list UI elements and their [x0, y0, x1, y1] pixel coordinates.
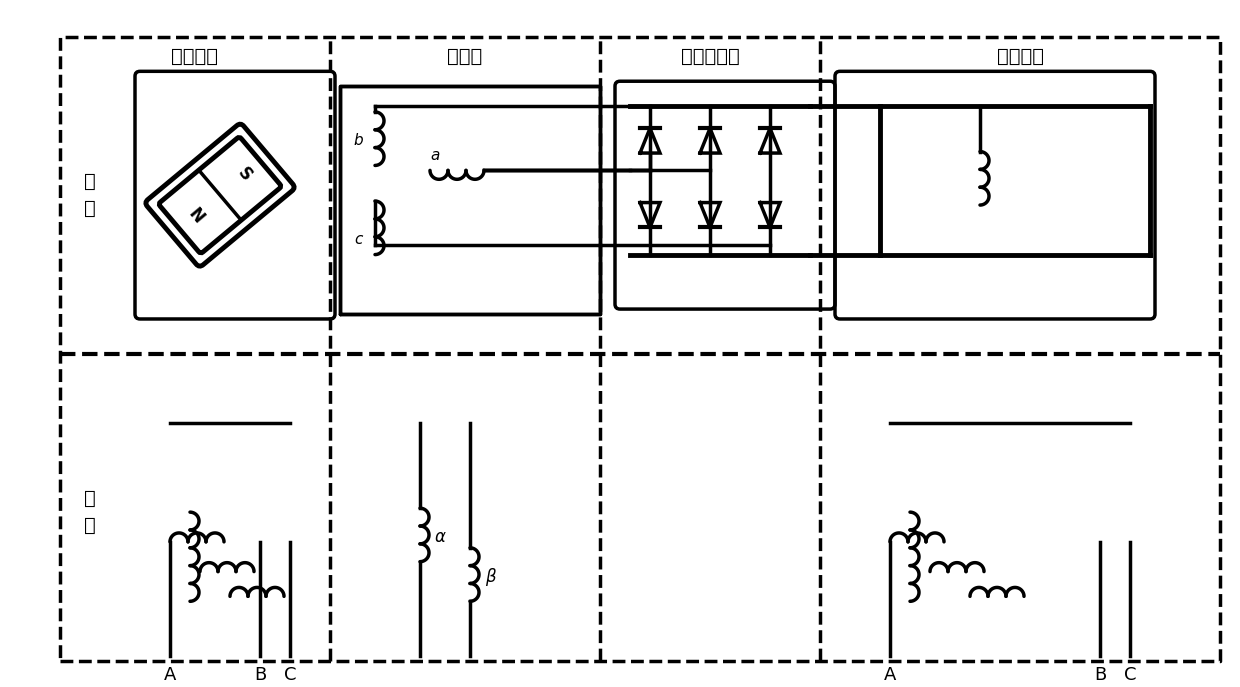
Text: a: a — [430, 148, 440, 163]
Text: A: A — [884, 666, 897, 684]
Text: C: C — [1123, 666, 1136, 684]
Text: β: β — [485, 567, 496, 585]
Text: A: A — [164, 666, 176, 684]
Text: 转
子: 转 子 — [84, 172, 95, 218]
Text: α: α — [435, 528, 446, 546]
Text: B: B — [254, 666, 267, 684]
Text: 主发电机: 主发电机 — [997, 47, 1044, 66]
Text: B: B — [1094, 666, 1106, 684]
Text: N: N — [185, 205, 207, 227]
Text: c: c — [355, 232, 363, 247]
Text: b: b — [353, 133, 363, 148]
Text: 副励磁机: 副励磁机 — [171, 47, 218, 66]
FancyBboxPatch shape — [159, 137, 280, 253]
Text: 励磁机: 励磁机 — [448, 47, 482, 66]
Text: S: S — [233, 164, 255, 185]
Text: 旋转整流器: 旋转整流器 — [681, 47, 739, 66]
Text: 定
子: 定 子 — [84, 489, 95, 535]
Text: C: C — [284, 666, 296, 684]
